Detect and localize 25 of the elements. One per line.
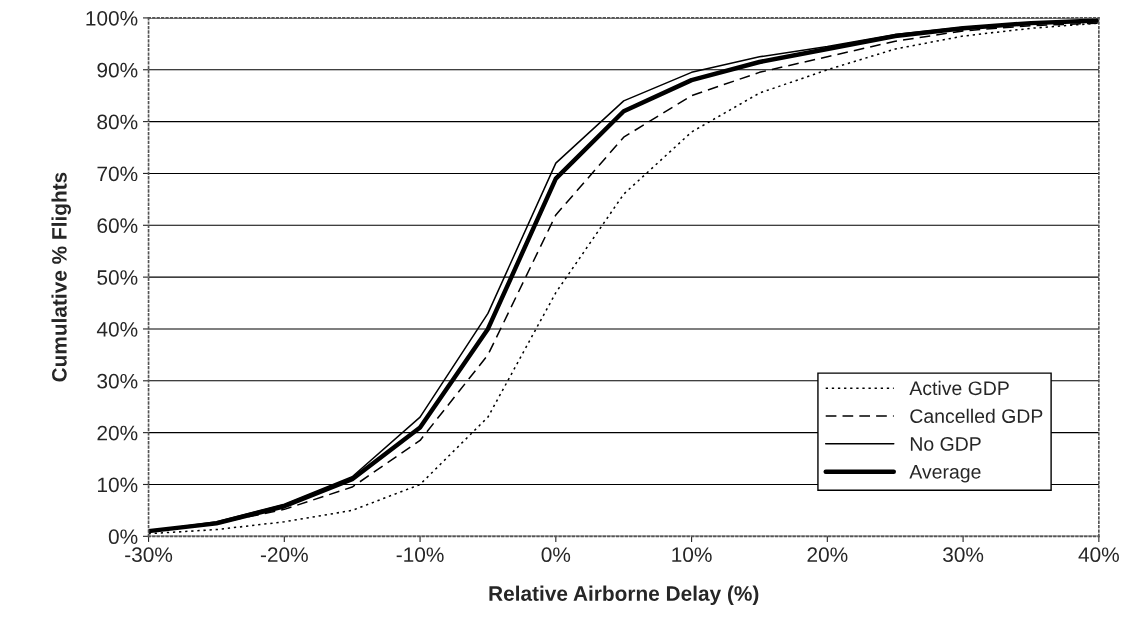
legend-label: Cancelled GDP (910, 408, 1043, 423)
y-tick-label: 50% (97, 270, 138, 285)
x-axis-title: Relative Airborne Delay (%) (489, 585, 759, 606)
x-tick-label: 30% (943, 547, 984, 563)
legend-label: No GDP (910, 437, 981, 451)
y-tick-label: 70% (97, 166, 138, 182)
x-tick-label: -10% (396, 547, 444, 563)
x-tick-label: 20% (807, 547, 848, 563)
y-tick-label: 80% (97, 114, 138, 130)
legend-label: Active GDP (909, 380, 1009, 396)
y-tick-label: 100% (86, 10, 138, 26)
x-tick-label: 10% (672, 547, 712, 563)
x-tick-label: 40% (1078, 547, 1119, 563)
y-tick-label: 20% (97, 425, 138, 441)
x-tick-label: -30% (125, 547, 173, 563)
y-tick-label: 0% (108, 529, 138, 545)
x-tick-label: -20% (260, 547, 308, 563)
y-tick-label: 60% (97, 218, 138, 234)
y-axis-title: Cumulative % Flights (51, 172, 71, 382)
y-tick-label: 40% (96, 321, 138, 337)
y-tick-label: 90% (97, 62, 138, 78)
legend-label: Average (909, 465, 981, 483)
y-tick-label: 30% (97, 373, 138, 389)
x-tick-label: 0% (541, 547, 571, 563)
y-tick-label: 10% (98, 477, 138, 493)
